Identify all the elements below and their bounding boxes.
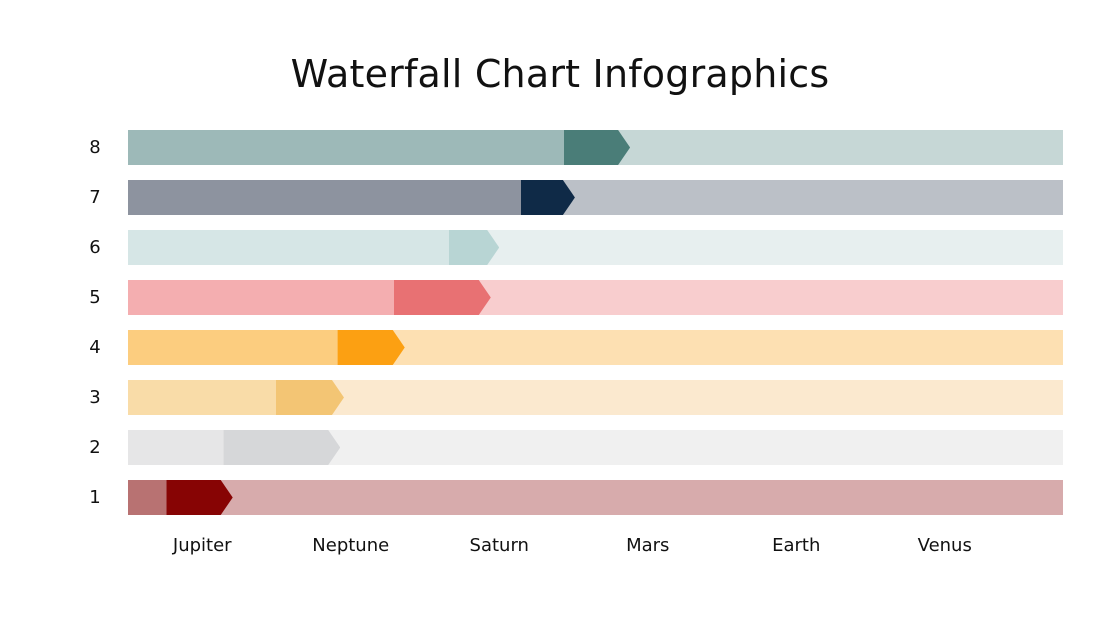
x-axis-labels: Jupiter Neptune Saturn Mars Earth Venus	[128, 532, 1063, 560]
chart-row-3: 3	[0, 380, 1120, 415]
chart-row-8: 8	[0, 130, 1120, 165]
x-label-jupiter: Jupiter	[172, 535, 232, 556]
bar-step-arrow	[563, 130, 631, 165]
bar-step-arrow	[520, 180, 575, 215]
bar-step-arrow	[166, 480, 233, 515]
bar-base-segment	[128, 130, 564, 165]
chart-row-5: 5	[0, 280, 1120, 315]
bar-step-arrow	[448, 230, 500, 265]
chart-row-7: 7	[0, 180, 1120, 215]
x-label-earth: Earth	[772, 535, 821, 556]
row-label: 4	[89, 337, 101, 358]
row-label: 3	[89, 387, 101, 408]
bar-track	[128, 480, 1063, 515]
bar-track	[128, 180, 1063, 215]
bar-base-segment	[128, 330, 338, 365]
row-label: 1	[89, 487, 101, 508]
bar-track	[128, 430, 1063, 465]
bar-step-arrow	[337, 330, 405, 365]
row-label: 7	[89, 187, 101, 208]
chart-row-6: 6	[0, 230, 1120, 265]
bar-base-segment	[128, 230, 449, 265]
bar-track	[128, 230, 1063, 265]
x-label-mars: Mars	[626, 535, 670, 556]
row-label: 8	[89, 137, 101, 158]
bar-track	[128, 380, 1063, 415]
row-label: 5	[89, 287, 101, 308]
bar-track	[128, 130, 1063, 165]
bar-base-segment	[128, 430, 224, 465]
bar-base-segment	[128, 280, 394, 315]
chart-row-4: 4	[0, 330, 1120, 365]
bar-step-arrow	[275, 380, 344, 415]
bar-track	[128, 280, 1063, 315]
chart-row-1: 1	[0, 480, 1120, 515]
bar-step-arrow	[223, 430, 341, 465]
chart-row-2: 2	[0, 430, 1120, 465]
bar-base-segment	[128, 180, 521, 215]
bar-base-segment	[128, 480, 167, 515]
bar-step-arrow	[393, 280, 491, 315]
row-label: 2	[89, 437, 101, 458]
bar-base-segment	[128, 380, 276, 415]
x-label-neptune: Neptune	[312, 535, 390, 556]
x-label-saturn: Saturn	[469, 535, 529, 556]
chart-title: Waterfall Chart Infographics	[290, 52, 830, 96]
row-label: 6	[89, 237, 101, 258]
x-label-venus: Venus	[917, 535, 972, 556]
bar-track	[128, 330, 1063, 365]
